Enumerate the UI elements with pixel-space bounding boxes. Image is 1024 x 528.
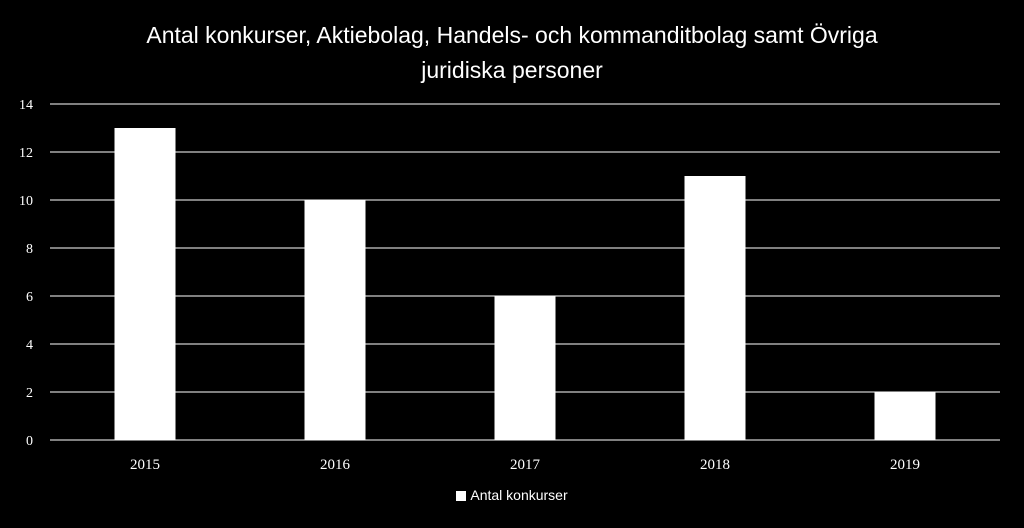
chart-title-line-2: juridiska personer — [421, 57, 603, 83]
y-tick-label: 8 — [26, 242, 33, 257]
x-tick-label: 2018 — [700, 457, 730, 473]
y-tick-label: 12 — [19, 146, 33, 161]
x-tick-label: 2017 — [510, 457, 541, 473]
bar — [684, 176, 746, 440]
y-tick-label: 0 — [26, 434, 33, 449]
bar — [874, 392, 936, 440]
y-tick-label: 4 — [26, 338, 33, 353]
chart-title-line-1: Antal konkurser, Aktiebolag, Handels- oc… — [146, 22, 878, 48]
y-tick-label: 14 — [19, 98, 33, 113]
legend: Antal konkurser — [0, 487, 1024, 503]
x-tick-label: 2016 — [320, 457, 351, 473]
y-tick-label: 10 — [19, 194, 33, 209]
x-tick-label: 2019 — [890, 457, 920, 473]
legend-swatch — [456, 491, 467, 501]
bar — [114, 128, 176, 440]
bar — [304, 200, 366, 440]
y-tick-label: 2 — [26, 386, 33, 401]
x-tick-label: 2015 — [130, 457, 160, 473]
y-tick-label: 6 — [26, 290, 33, 305]
legend-label: Antal konkurser — [470, 487, 568, 503]
bar — [494, 296, 556, 440]
